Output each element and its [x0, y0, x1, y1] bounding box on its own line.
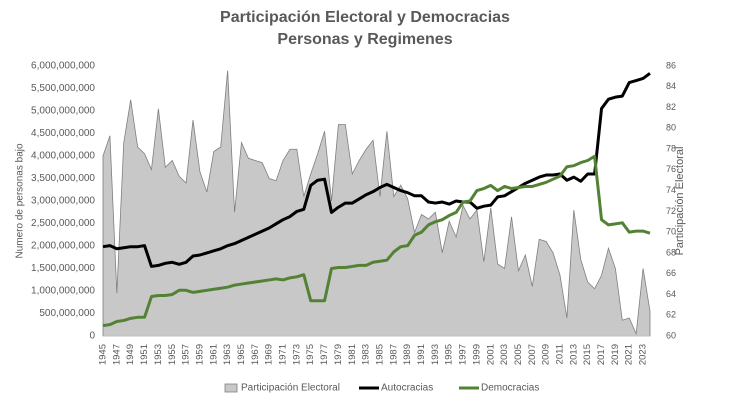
x-tick-label: 2023: [638, 344, 649, 365]
x-tick-label: 2003: [499, 344, 510, 365]
x-tick-label: 2017: [596, 344, 607, 365]
x-tick-label: 1989: [402, 344, 413, 365]
x-tick-label: 1975: [305, 344, 316, 365]
x-tick-label: 1979: [333, 344, 344, 365]
x-tick-label: 2007: [527, 344, 538, 365]
y-tick-label: 500,000,000: [39, 308, 95, 319]
x-tick-label: 1947: [111, 344, 122, 365]
x-tick-label: 1963: [222, 344, 233, 365]
x-tick-label: 1961: [208, 344, 219, 365]
x-tick-label: 1997: [458, 344, 469, 365]
y-tick-label: 0: [89, 331, 95, 342]
x-tick-label: 1945: [98, 344, 109, 365]
x-tick-label: 2005: [513, 344, 524, 365]
y2-tick-label: 80: [666, 123, 676, 133]
y2-tick-label: 68: [666, 247, 676, 257]
x-tick-label: 1951: [139, 344, 150, 365]
x-tick-label: 1971: [278, 344, 289, 365]
y-tick-label: 6,000,000,000: [31, 61, 95, 72]
x-tick-label: 1985: [374, 344, 385, 365]
y2-tick-label: 76: [666, 164, 676, 174]
x-tick-label: 1957: [181, 344, 192, 365]
y-tick-label: 2,500,000,000: [31, 218, 95, 229]
chart-subtitle: Personas y Regimenes: [277, 31, 452, 48]
y2-tick-label: 74: [666, 185, 676, 195]
x-tick-label: 1983: [361, 344, 372, 365]
legend-swatch: [224, 383, 238, 393]
chart-title: Participación Electoral y Democracias: [220, 9, 510, 26]
y-tick-label: 4,500,000,000: [31, 128, 95, 139]
x-tick-label: 1987: [388, 344, 399, 365]
x-tick-label: 1993: [430, 344, 441, 365]
x-tick-label: 2013: [568, 344, 579, 365]
x-tick-label: 1967: [250, 344, 261, 365]
x-tick-label: 1995: [444, 344, 455, 365]
y2-tick-label: 72: [666, 206, 676, 216]
x-tick-label: 1991: [416, 344, 427, 365]
x-tick-label: 1981: [347, 344, 358, 365]
x-tick-label: 1955: [167, 344, 178, 365]
x-tick-label: 1977: [319, 344, 330, 365]
area: [102, 70, 651, 337]
y-axis-title: Numero de personas bajo: [15, 143, 26, 259]
x-tick-label: 2009: [541, 344, 552, 365]
x-tick-label: 1999: [471, 344, 482, 365]
y2-tick-label: 62: [666, 310, 676, 320]
y-tick-label: 4,000,000,000: [31, 151, 95, 162]
y2-tick-label: 64: [666, 289, 676, 299]
line: [102, 154, 651, 328]
x-tick-label: 2015: [582, 344, 593, 365]
y-tick-label: 3,000,000,000: [31, 196, 95, 207]
y2-tick-label: 70: [666, 227, 676, 237]
x-tick-label: 2001: [485, 344, 496, 365]
y2-tick-label: 78: [666, 143, 676, 153]
legend-label: Participación Electoral: [241, 383, 340, 394]
y2-tick-label: 82: [666, 102, 676, 112]
x-tick-label: 2011: [555, 344, 566, 364]
x-tick-label: 1969: [264, 344, 275, 365]
y2-axis-title: Participación Electoral: [674, 147, 686, 256]
line: [102, 72, 651, 268]
x-tick-label: 2019: [610, 344, 621, 365]
y-tick-label: 5,500,000,000: [31, 83, 95, 94]
y2-tick-label: 66: [666, 268, 676, 278]
y-tick-label: 1,500,000,000: [31, 263, 95, 274]
y-tick-label: 2,000,000,000: [31, 241, 95, 252]
x-tick-label: 2021: [624, 344, 635, 365]
x-tick-label: 1973: [291, 344, 302, 365]
legend-label: Autocracias: [381, 383, 433, 394]
x-tick-label: 1959: [194, 344, 205, 365]
y-tick-label: 5,000,000,000: [31, 106, 95, 117]
y2-tick-label: 86: [666, 60, 676, 70]
y-tick-label: 3,500,000,000: [31, 173, 95, 184]
x-tick-label: 1949: [125, 344, 136, 365]
y-tick-label: 1,000,000,000: [31, 286, 95, 297]
legend-label: Democracias: [481, 383, 539, 394]
y2-tick-label: 84: [666, 81, 676, 91]
y2-tick-label: 60: [666, 330, 676, 340]
x-tick-label: 1953: [153, 344, 164, 365]
x-tick-label: 1965: [236, 344, 247, 365]
